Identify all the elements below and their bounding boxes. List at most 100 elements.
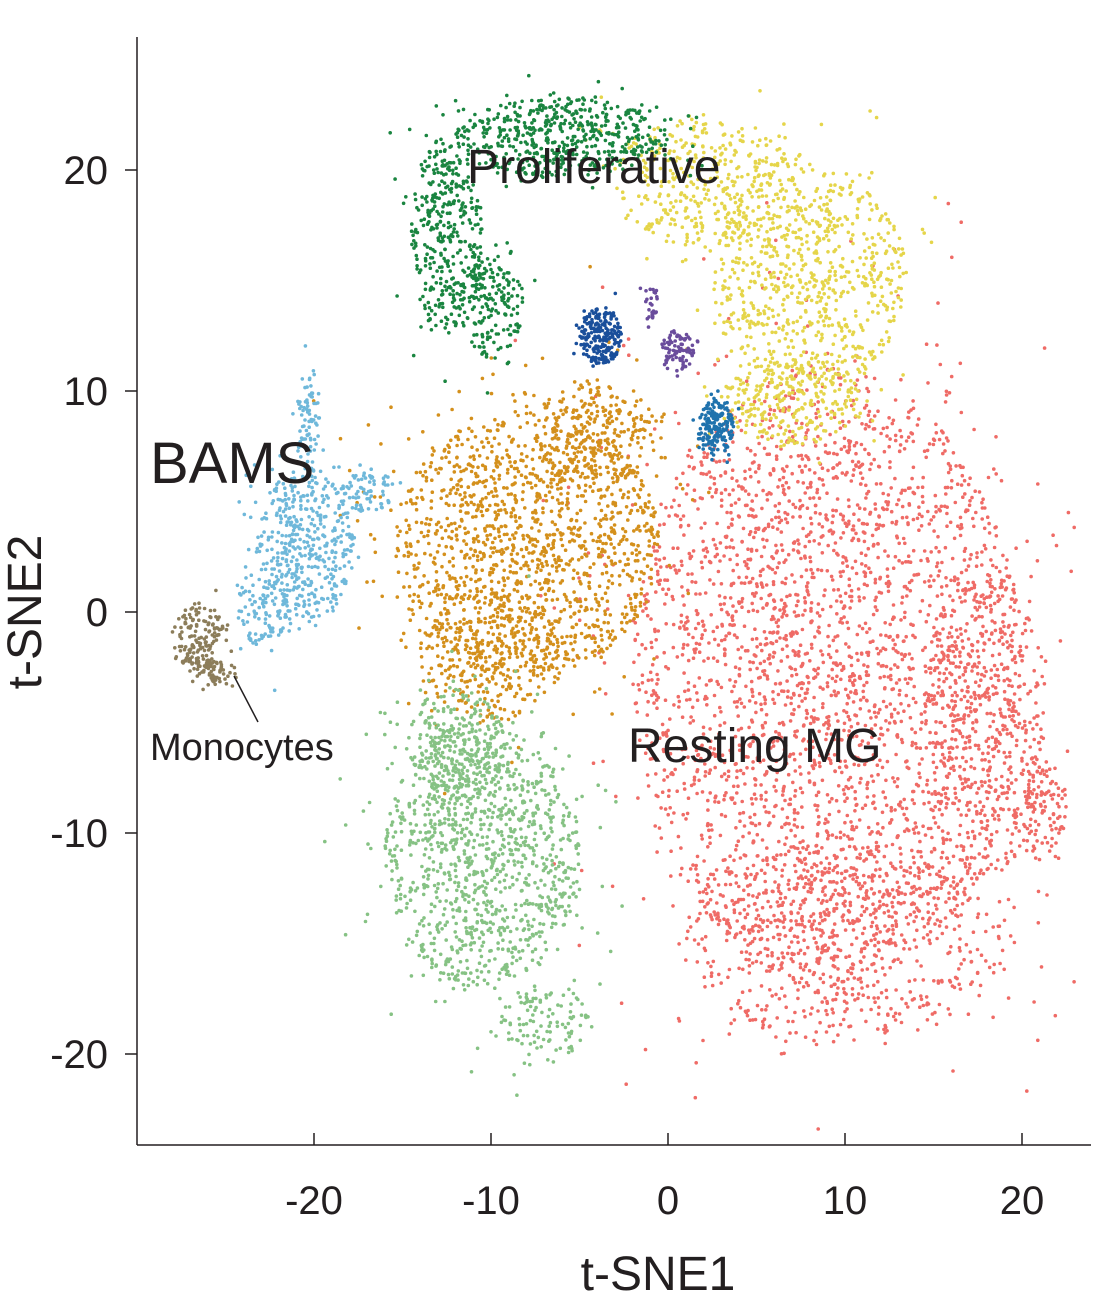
scatter-point [705,455,709,460]
scatter-point [765,769,769,774]
scatter-point [829,761,833,766]
scatter-point [761,537,765,542]
scatter-point [724,354,729,359]
scatter-point [771,814,776,819]
scatter-point [737,497,741,502]
scatter-point [969,765,973,769]
scatter-point [857,676,862,680]
scatter-point [715,521,719,526]
scatter-point [933,493,938,498]
scatter-point [686,453,690,458]
scatter-point [483,484,488,489]
scatter-point [761,606,765,610]
scatter-point [675,789,679,793]
scatter-point [730,523,734,527]
scatter-point [782,1051,786,1056]
scatter-point [955,844,959,849]
scatter-point [935,343,939,347]
scatter-point [947,648,952,653]
scatter-point [877,1005,881,1010]
scatter-point [983,547,988,551]
scatter-point [702,975,707,979]
scatter-point [873,907,877,912]
scatter-point [1005,828,1010,832]
scatter-point [848,736,852,741]
scatter-point [997,818,1001,822]
scatter-point [914,945,919,949]
scatter-point [861,689,865,694]
scatter-point [772,599,777,604]
scatter-point [801,929,806,934]
scatter-point [803,925,807,929]
scatter-point [990,653,995,658]
scatter-point [756,913,761,918]
scatter-point [830,578,835,582]
scatter-point [870,879,875,883]
scatter-point [874,522,879,527]
scatter-point [701,472,706,476]
scatter-point [820,466,825,471]
scatter-point [1010,658,1015,662]
scatter-point [945,801,949,806]
scatter-point [727,631,732,636]
scatter-point [1005,640,1009,644]
scatter-point [776,692,781,697]
scatter-point [921,500,925,505]
scatter-point [800,503,805,508]
scatter-point [950,556,955,561]
scatter-point [780,951,784,955]
scatter-point [856,721,860,726]
scatter-point [910,727,914,731]
scatter-point [366,423,371,427]
scatter-point [420,495,424,500]
scatter-point [838,426,843,431]
scatter-point [798,681,803,686]
scatter-point [1007,807,1011,812]
scatter-point [683,747,687,751]
scatter-point [775,925,780,929]
scatter-point [774,515,778,520]
scatter-point [888,634,892,639]
scatter-point [864,483,868,488]
scatter-point [783,703,788,707]
scatter-point [642,571,646,576]
scatter-point [852,976,857,980]
scatter-point [965,830,970,835]
scatter-point [976,655,981,659]
scatter-point [742,888,746,893]
scatter-point [830,676,835,681]
scatter-point [373,550,378,555]
scatter-point [1005,732,1010,736]
scatter-point [755,832,760,837]
scatter-point [1069,569,1073,574]
scatter-point [741,810,746,815]
scatter-point [577,576,581,580]
scatter-point [924,995,929,999]
scatter-point [715,625,719,629]
scatter-point [901,536,906,541]
scatter-point [425,533,430,538]
scatter-point [907,503,912,507]
scatter-point [959,717,963,721]
scatter-point [946,439,950,443]
scatter-point [443,596,447,600]
scatter-point [565,598,569,602]
scatter-point [949,756,953,761]
scatter-point [809,521,814,526]
scatter-point [963,669,968,674]
scatter-point [962,558,967,562]
scatter-point [967,866,972,870]
scatter-point [869,1007,873,1012]
scatter-point [825,870,830,874]
scatter-point [955,882,960,886]
scatter-point [1001,553,1005,558]
scatter-point [825,836,830,841]
scatter-point [916,572,921,577]
scatter-point [784,480,789,485]
scatter-point [536,566,540,570]
scatter-point [796,599,800,603]
scatter-point [626,557,630,561]
scatter-point [987,521,991,526]
scatter-point [748,667,752,672]
scatter-point [763,701,767,706]
